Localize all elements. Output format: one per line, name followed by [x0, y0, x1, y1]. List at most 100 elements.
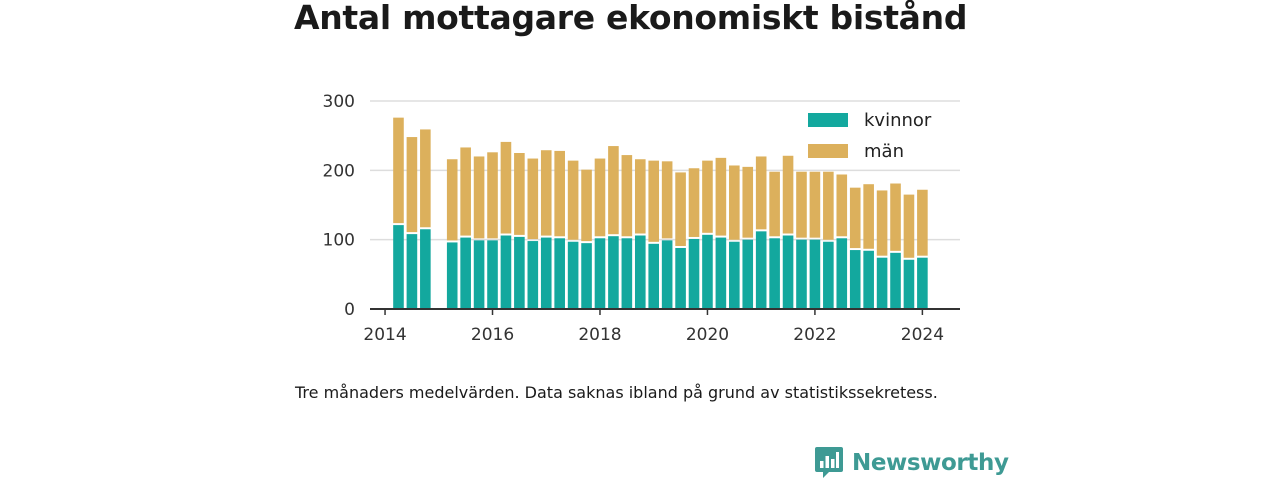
- bar-män: [836, 174, 848, 237]
- newsworthy-logo-icon: [815, 447, 843, 478]
- bar-män: [782, 155, 794, 234]
- bar-kvinnor: [420, 229, 431, 309]
- bar-kvinnor: [796, 239, 807, 309]
- bar-kvinnor: [917, 257, 928, 309]
- bar-kvinnor: [809, 239, 821, 309]
- bar-kvinnor: [406, 234, 418, 309]
- bar-kvinnor: [661, 240, 673, 309]
- y-tick-label: 0: [344, 300, 355, 320]
- bar-kvinnor: [702, 234, 713, 309]
- bar-kvinnor: [487, 240, 498, 309]
- bar-kvinnor: [473, 240, 485, 309]
- bar-kvinnor: [729, 241, 740, 309]
- bar-män: [514, 153, 525, 235]
- bar-kvinnor: [514, 236, 525, 309]
- bar-män: [729, 165, 740, 240]
- legend-swatch-kvinnor: [808, 113, 848, 127]
- bar-män: [460, 147, 471, 236]
- bar-män: [554, 150, 565, 237]
- bar-män: [890, 183, 901, 251]
- bar-kvinnor: [863, 250, 874, 309]
- legend-swatch-män: [808, 144, 848, 158]
- bar-män: [661, 161, 673, 239]
- bar-män: [473, 156, 485, 239]
- bar-kvinnor: [742, 239, 754, 309]
- y-tick-label: 100: [323, 231, 355, 251]
- bar-kvinnor: [823, 241, 834, 309]
- bar-män: [903, 194, 915, 258]
- bar-kvinnor: [567, 241, 579, 309]
- bar-män: [487, 152, 498, 239]
- bar-kvinnor: [393, 225, 404, 309]
- bars: [393, 117, 928, 309]
- bar-kvinnor: [876, 257, 888, 309]
- bar-kvinnor: [675, 247, 686, 309]
- axes: 0 100 200 300 2014 2016 2018 2020 2022 2024: [323, 92, 960, 345]
- bar-män: [702, 160, 713, 233]
- bar-kvinnor: [527, 241, 539, 309]
- bar-män: [594, 158, 606, 237]
- bar-kvinnor: [581, 243, 592, 309]
- brand-logo: Newsworthy: [814, 446, 1009, 480]
- chart-title: Antal mottagare ekonomiskt bistånd: [294, 0, 968, 37]
- bar-kvinnor: [849, 250, 861, 309]
- bar-män: [581, 169, 592, 242]
- y-tick-label: 200: [323, 161, 355, 181]
- bar-män: [823, 171, 834, 240]
- footnote: Tre månaders medelvärden. Data saknas ib…: [295, 383, 938, 402]
- bar-män: [742, 166, 754, 238]
- bar-män: [500, 141, 512, 234]
- legend-label-kvinnor: kvinnor: [864, 110, 932, 131]
- bar-kvinnor: [500, 235, 512, 309]
- bar-män: [688, 168, 700, 237]
- bar-män: [634, 159, 646, 234]
- bar-män: [527, 158, 539, 240]
- bar-kvinnor: [608, 236, 619, 309]
- bar-män: [393, 117, 404, 224]
- bar-kvinnor: [715, 237, 727, 309]
- x-tick-label: 2022: [793, 325, 836, 345]
- bar-kvinnor: [634, 235, 646, 309]
- bar-män: [876, 190, 888, 256]
- x-tick-label: 2018: [578, 325, 621, 345]
- bar-kvinnor: [769, 238, 780, 309]
- bar-män: [446, 159, 458, 241]
- bar-kvinnor: [890, 252, 901, 309]
- bar-män: [567, 160, 579, 240]
- bar-kvinnor: [836, 238, 848, 309]
- bar-kvinnor: [621, 238, 633, 309]
- bar-män: [863, 184, 874, 249]
- bar-män: [608, 146, 619, 235]
- bar-män: [755, 156, 767, 230]
- bar-kvinnor: [460, 237, 471, 309]
- bar-män: [406, 137, 418, 233]
- legend: kvinnor män: [808, 110, 932, 162]
- bar-män: [769, 171, 780, 237]
- bar-kvinnor: [540, 237, 552, 309]
- x-tick-label: 2024: [901, 325, 944, 345]
- bar-män: [621, 155, 633, 237]
- legend-label-män: män: [864, 141, 904, 162]
- bar-män: [809, 171, 821, 238]
- x-tick-label: 2014: [363, 325, 406, 345]
- bar-kvinnor: [755, 231, 767, 309]
- bar-män: [715, 157, 727, 236]
- bar-män: [540, 150, 552, 236]
- bar-kvinnor: [648, 243, 660, 309]
- bar-kvinnor: [446, 242, 458, 309]
- bar-kvinnor: [594, 238, 606, 309]
- bar-kvinnor: [903, 259, 915, 309]
- y-tick-label: 300: [323, 92, 355, 112]
- x-tick-label: 2016: [471, 325, 514, 345]
- x-tick-label: 2020: [686, 325, 729, 345]
- bar-män: [420, 129, 431, 228]
- bar-kvinnor: [688, 238, 700, 309]
- brand-name: Newsworthy: [852, 450, 1009, 476]
- bar-män: [849, 187, 861, 249]
- bar-kvinnor: [554, 238, 565, 309]
- bar-män: [796, 171, 807, 238]
- bar-kvinnor: [782, 235, 794, 309]
- bar-män: [675, 172, 686, 246]
- bar-män: [917, 189, 928, 256]
